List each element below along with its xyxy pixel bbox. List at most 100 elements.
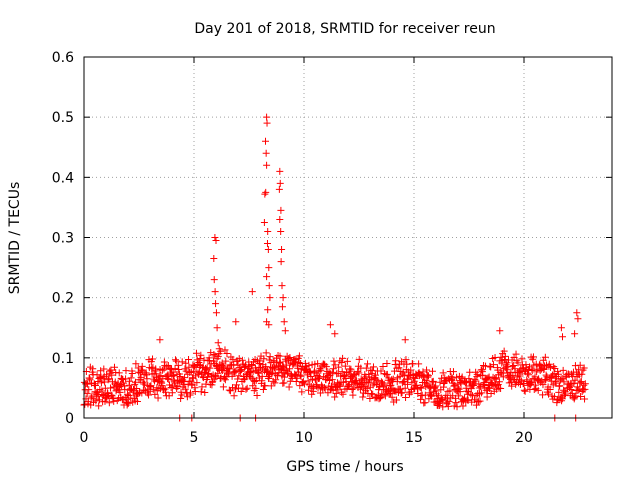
data-point: [210, 276, 218, 284]
data-point: [255, 368, 263, 376]
data-point: [424, 373, 432, 381]
data-point: [212, 373, 220, 381]
data-point: [228, 372, 236, 380]
data-point: [398, 389, 406, 397]
data-point: [175, 365, 183, 373]
data-point: [149, 385, 157, 393]
data-point: [542, 371, 550, 379]
data-point: [116, 388, 124, 396]
data-point: [305, 361, 313, 369]
y-tick-label: 0.2: [52, 291, 74, 307]
data-point: [206, 364, 214, 372]
data-point: [307, 373, 315, 381]
data-point: [286, 365, 294, 373]
data-point: [219, 362, 227, 370]
data-point: [378, 390, 386, 398]
data-point: [364, 360, 372, 368]
data-point: [165, 375, 173, 383]
data-point: [154, 394, 162, 402]
data-point: [407, 366, 415, 374]
data-point: [243, 384, 251, 392]
data-point: [221, 376, 229, 384]
data-point: [305, 386, 313, 394]
data-point: [94, 392, 102, 400]
data-point: [528, 367, 536, 375]
data-point: [560, 386, 568, 394]
data-point: [546, 363, 554, 371]
data-point: [555, 388, 563, 396]
data-point: [473, 370, 481, 378]
data-point: [171, 365, 179, 373]
data-point: [363, 385, 371, 393]
data-point: [93, 371, 101, 379]
data-point: [197, 388, 205, 396]
chart-title: Day 201 of 2018, SRMTID for receiver reu…: [194, 21, 495, 37]
data-point: [220, 363, 228, 371]
data-point: [436, 401, 444, 409]
data-point: [133, 397, 141, 405]
data-point: [499, 373, 507, 381]
data-point: [423, 366, 431, 374]
data-point: [524, 369, 532, 377]
data-point: [580, 364, 588, 372]
x-tick-label: 15: [405, 430, 423, 446]
data-point: [425, 372, 433, 380]
data-point: [81, 400, 89, 408]
data-point: [262, 137, 269, 145]
data-point: [491, 374, 499, 382]
data-point: [348, 386, 356, 394]
data-point: [295, 358, 303, 366]
data-point: [275, 185, 283, 193]
data-point: [389, 375, 397, 383]
data-point: [530, 386, 538, 394]
data-point: [92, 397, 100, 405]
data-point: [264, 227, 272, 235]
data-point: [211, 234, 219, 241]
data-point: [367, 390, 375, 398]
data-point: [285, 383, 293, 391]
data-point: [329, 368, 337, 376]
data-point: [392, 357, 400, 365]
data-point: [466, 368, 474, 376]
data-point: [261, 190, 269, 198]
data-point: [218, 359, 226, 367]
data-point: [265, 282, 273, 290]
data-point: [464, 396, 472, 404]
data-point: [377, 393, 385, 401]
data-point: [349, 384, 357, 392]
data-point: [248, 362, 256, 370]
data-point: [171, 356, 179, 364]
data-point: [105, 399, 113, 407]
data-point: [571, 376, 579, 384]
data-point: [221, 346, 229, 354]
data-point: [248, 288, 256, 296]
data-point: [339, 354, 347, 362]
data-point: [276, 167, 284, 175]
data-point: [354, 368, 362, 376]
data-point: [277, 258, 285, 266]
data-point: [164, 361, 172, 369]
data-point: [321, 385, 329, 393]
data-point: [445, 398, 453, 406]
data-point: [405, 372, 413, 380]
data-point: [286, 353, 294, 361]
data-point: [128, 369, 136, 377]
data-point: [178, 391, 186, 399]
data-point: [330, 357, 338, 365]
data-point: [234, 375, 242, 383]
data-point: [357, 375, 365, 383]
data-point: [204, 373, 212, 381]
data-point: [262, 188, 270, 196]
data-point: [349, 391, 357, 399]
data-point: [514, 359, 522, 367]
data-point: [84, 380, 92, 388]
data-point: [520, 386, 528, 394]
data-point: [397, 389, 405, 397]
data-point: [198, 383, 206, 391]
data-point: [576, 379, 584, 387]
y-tick-label: 0.5: [52, 110, 74, 126]
data-point: [568, 389, 576, 397]
data-point: [415, 360, 423, 368]
x-axis-label: GPS time / hours: [286, 459, 403, 475]
data-point: [172, 357, 180, 365]
